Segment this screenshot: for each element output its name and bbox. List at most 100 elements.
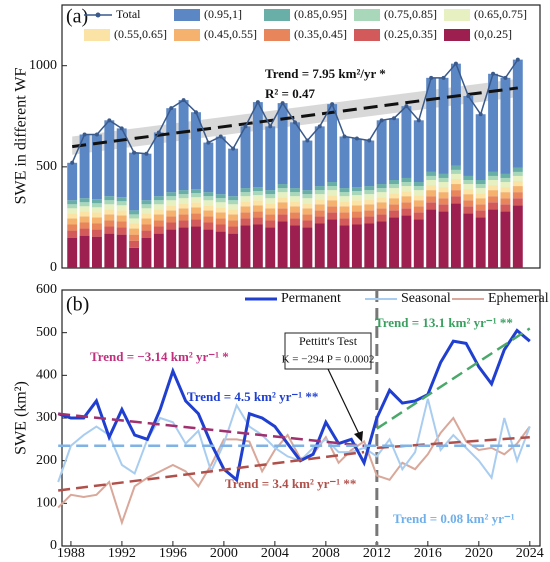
annotation: Trend = 0.08 km² yr⁻¹	[393, 511, 515, 526]
bar-segment	[364, 204, 375, 211]
bar-segment	[327, 195, 338, 201]
bar-segment	[351, 224, 362, 268]
bar-segment	[339, 212, 350, 219]
bar-segment	[401, 106, 412, 178]
bar-segment	[191, 219, 201, 227]
bar-segment	[302, 227, 313, 268]
total-marker	[404, 104, 409, 109]
bar-segment	[339, 136, 350, 189]
legend-swatch	[354, 9, 380, 21]
x-tick-label: 2016	[414, 546, 442, 561]
bar-segment	[240, 218, 251, 226]
bar-segment	[203, 200, 214, 206]
bar-segment	[191, 197, 201, 203]
bar-segment	[166, 222, 177, 230]
bar-segment	[67, 162, 78, 201]
bar-segment	[265, 227, 276, 268]
bar-segment	[401, 215, 412, 268]
bar-segment	[129, 152, 140, 211]
bar-segment	[327, 182, 338, 187]
bar-segment	[178, 190, 189, 195]
bar-segment	[339, 188, 350, 193]
bar-segment	[450, 190, 461, 197]
bar-segment	[389, 118, 399, 180]
bar-segment	[450, 178, 461, 185]
bar-segment	[228, 214, 239, 221]
bar-segment	[252, 195, 263, 201]
bar-segment	[327, 190, 338, 196]
bar-segment	[153, 214, 164, 221]
bar-segment	[153, 196, 164, 201]
bar-segment	[153, 226, 164, 234]
bar-segment	[401, 186, 412, 192]
bar-segment	[389, 217, 399, 268]
legend-label: (0.25,0.35]	[384, 27, 437, 41]
y-axis-label: SWE in different WF	[13, 68, 30, 205]
legend-label: (0,0.25]	[474, 27, 512, 41]
panel-label: (a)	[66, 6, 88, 28]
bar-segment	[463, 213, 474, 268]
total-marker	[515, 57, 520, 62]
bar-segment	[327, 206, 338, 213]
total-marker	[342, 134, 347, 139]
bar-segment	[265, 214, 276, 221]
bar-segment	[228, 148, 239, 197]
bar-segment	[302, 190, 313, 195]
bar-segment	[166, 108, 177, 193]
x-tick-label: 1992	[108, 546, 136, 561]
annotation: Trend = 7.95 km²/yr *	[265, 66, 386, 81]
bar-segment	[475, 184, 486, 189]
bar-segment	[277, 192, 288, 198]
bar-segment	[277, 197, 288, 203]
legend-label: Permanent	[281, 291, 341, 306]
bar-segment	[91, 134, 102, 200]
bar-segment	[290, 122, 300, 189]
bar-segment	[314, 126, 325, 187]
total-marker	[231, 146, 236, 151]
bar-segment	[500, 182, 511, 188]
bar-segment	[252, 102, 263, 188]
bar-segment	[141, 153, 152, 201]
bar-segment	[438, 211, 449, 268]
bar-segment	[166, 200, 177, 206]
bar-segment	[277, 208, 288, 215]
bar-segment	[327, 212, 338, 220]
bar-segment	[327, 186, 338, 191]
bar-segment	[302, 214, 313, 221]
y-tick-label: 500	[36, 159, 57, 174]
total-marker	[441, 75, 446, 80]
bar-segment	[290, 225, 300, 268]
bar-segment	[376, 192, 387, 198]
panel-a-frame	[61, 4, 541, 269]
bar-segment	[364, 210, 375, 217]
bar-segment	[129, 228, 140, 235]
y-tick-label: 0	[50, 260, 57, 275]
bar-segment	[116, 234, 127, 268]
bar-segment	[240, 192, 251, 197]
bar-segment	[153, 233, 164, 268]
bar-segment	[401, 196, 412, 203]
bar-segment	[178, 208, 189, 215]
bar-segment	[252, 187, 263, 192]
bar-segment	[178, 100, 189, 191]
bar-segment	[351, 191, 362, 196]
bar-segment	[129, 210, 140, 215]
bar-segment	[228, 196, 239, 201]
bar-segment	[116, 201, 127, 206]
total-marker	[181, 98, 186, 103]
x-tick-label: 2012	[363, 546, 391, 561]
bar-segment	[240, 201, 251, 207]
bar-segment	[488, 202, 499, 210]
pettitt-box	[284, 332, 372, 370]
total-marker	[429, 75, 434, 80]
bar-segment	[314, 223, 325, 268]
bar-segment	[166, 196, 177, 201]
bar-segment	[191, 112, 201, 190]
bar-segment	[302, 194, 313, 199]
bar-segment	[302, 220, 313, 228]
bar-segment	[265, 208, 276, 215]
bar-segment	[240, 225, 251, 268]
bar-segment	[141, 224, 152, 231]
bar-segment	[512, 171, 523, 176]
bar-segment	[153, 209, 164, 215]
